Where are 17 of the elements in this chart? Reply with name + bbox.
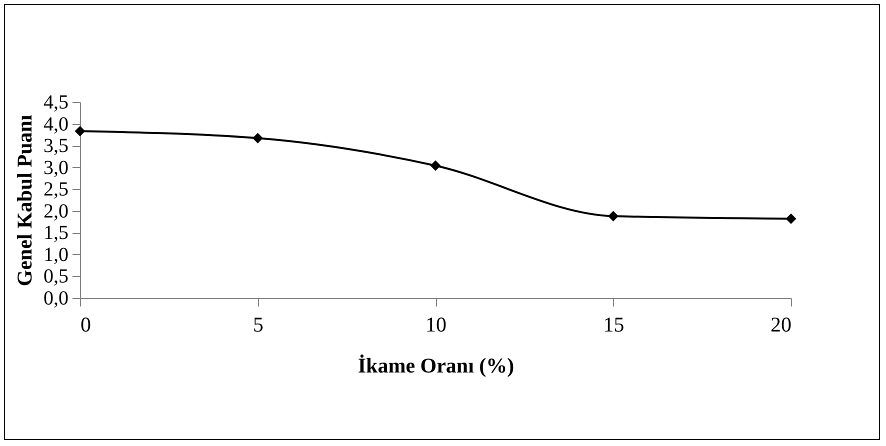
- x-tick-label: 0: [80, 312, 91, 336]
- y-tick-label: 1,0: [44, 244, 68, 266]
- y-tick-label: 2,5: [44, 178, 68, 201]
- x-tick-label: 5: [253, 312, 264, 336]
- x-tick-label: 10: [426, 312, 446, 336]
- y-tick-label: 4,0: [44, 113, 68, 136]
- y-tick-label: 1,5: [44, 222, 68, 244]
- y-tick-label: 2,0: [44, 200, 68, 222]
- x-axis-title: İkame Oranı (%): [358, 354, 514, 378]
- y-tick-label: 0,5: [44, 266, 68, 288]
- y-tick-label: 3,0: [44, 156, 68, 179]
- y-axis-title: Genel Kabul Puanı: [12, 114, 36, 286]
- y-tick-label: 3,5: [44, 135, 68, 158]
- x-tick-label: 15: [603, 312, 624, 336]
- y-tick-label: 0,0: [44, 288, 68, 310]
- x-tick-label: 20: [770, 312, 792, 336]
- y-tick-label: 4,5: [44, 92, 68, 114]
